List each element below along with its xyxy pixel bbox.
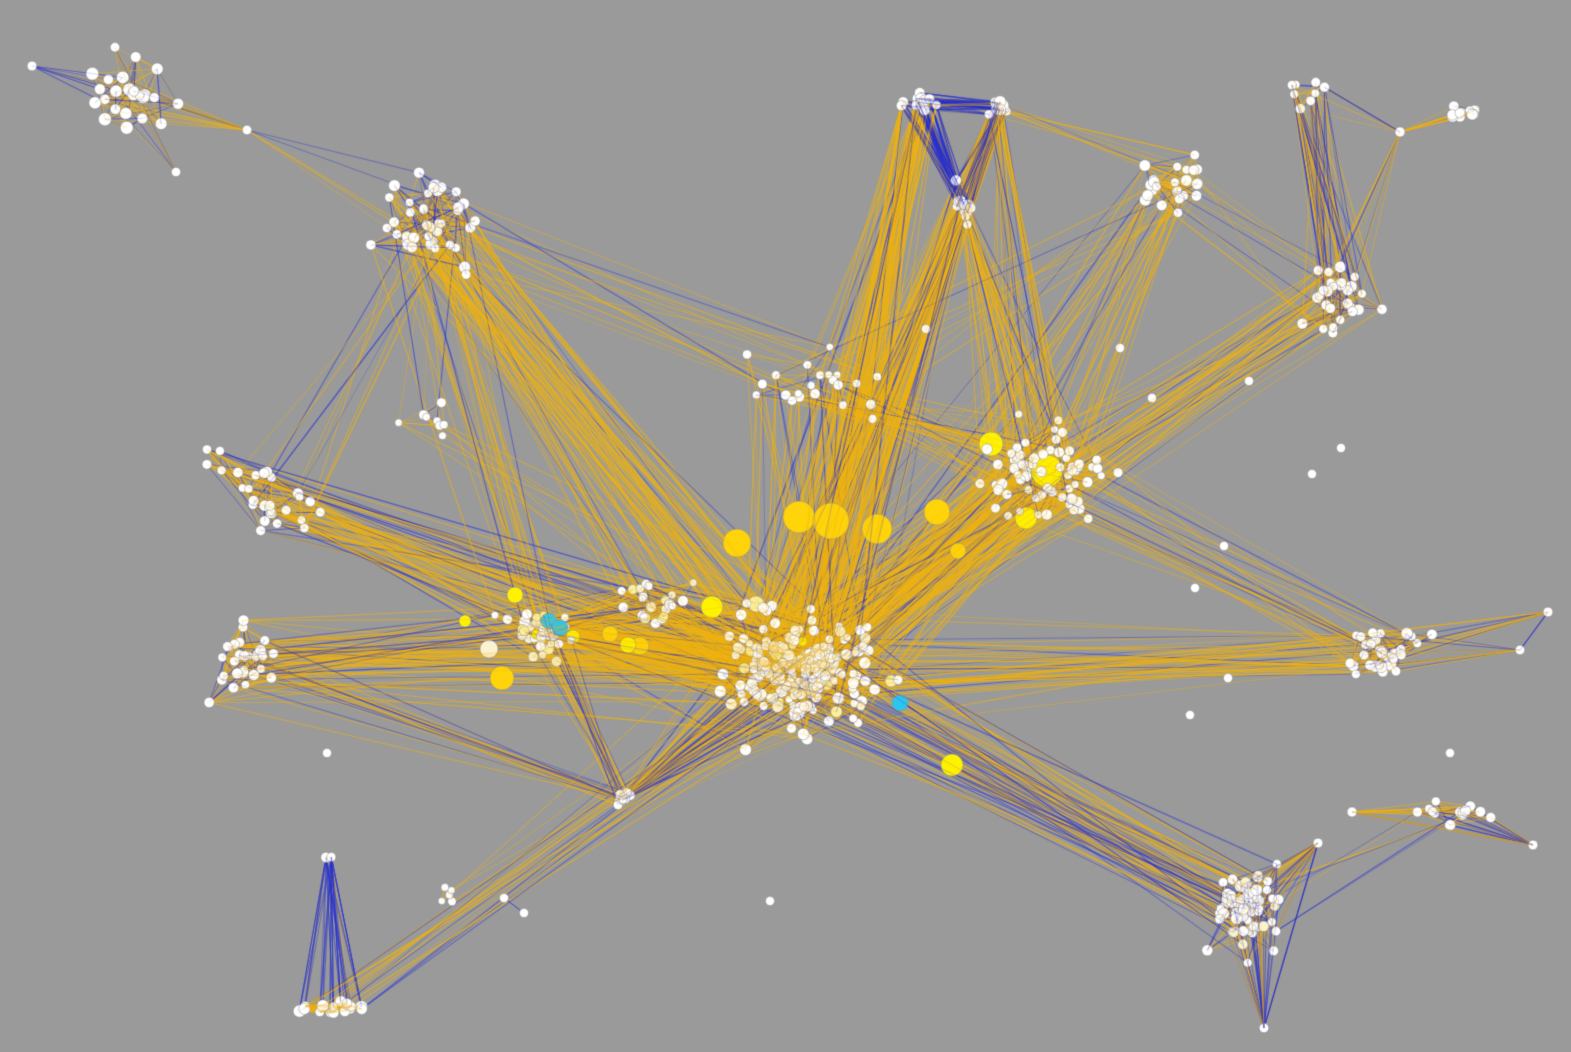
network-visualization <box>0 0 1571 1052</box>
network-graph-canvas[interactable] <box>0 0 1571 1052</box>
